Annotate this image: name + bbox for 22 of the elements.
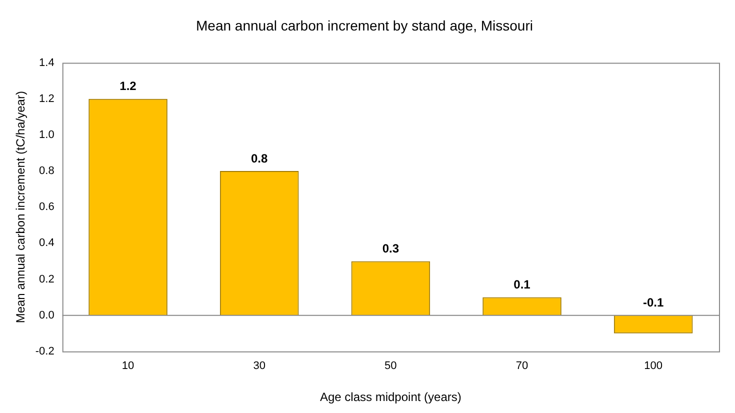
y-tick-label: 0.0 (39, 309, 54, 322)
x-tick-label: 30 (253, 360, 266, 372)
y-tick-label: 1.2 (39, 92, 54, 105)
x-tick-label: 100 (644, 360, 663, 372)
y-tick-label: 0.2 (39, 273, 54, 286)
y-tick-label: 0.6 (39, 201, 54, 214)
data-label: 0.3 (382, 242, 400, 256)
x-tick-label: 70 (516, 360, 528, 372)
x-tick-label: 10 (122, 360, 134, 372)
chart-title: Mean annual carbon increment by stand age, Missouri (196, 17, 533, 34)
data-label: -0.1 (642, 296, 664, 310)
y-tick-label: 0.8 (39, 165, 54, 178)
y-tick-label: 0.4 (39, 237, 54, 250)
x-tick-label: 50 (384, 360, 397, 372)
data-label: 0.1 (514, 278, 531, 292)
data-label: 0.8 (251, 151, 268, 166)
data-label: 1.2 (120, 79, 137, 94)
y-axis-title: Mean annual carbon increment (tC/ha/year) (14, 91, 28, 324)
y-tick-label: 1.0 (39, 128, 54, 141)
y-tick-label: -0.2 (35, 345, 54, 358)
x-axis-title: Age class midpoint (years) (320, 390, 462, 404)
y-tick-label: 1.4 (39, 56, 54, 69)
